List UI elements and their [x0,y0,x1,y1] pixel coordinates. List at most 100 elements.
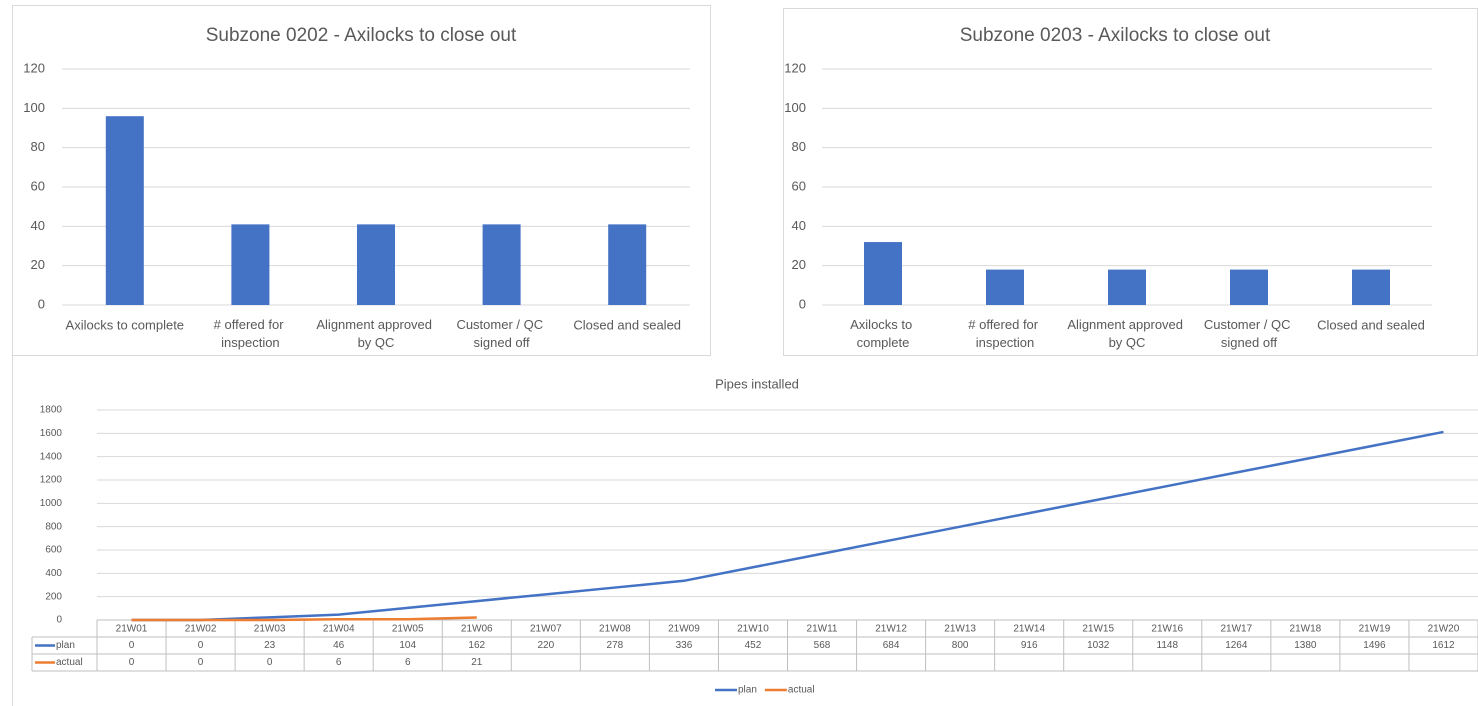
x-tick-label: 21W12 [875,624,907,635]
table-value: 568 [814,640,831,651]
chart-title: Subzone 0202 - Axilocks to close out [206,25,517,46]
legend-label: plan [56,640,75,651]
y-tick-label: 120 [23,60,45,75]
table-value: 0 [267,657,273,668]
y-tick-label: 40 [792,218,806,233]
table-value: 1264 [1225,640,1248,651]
x-tick-label: 21W03 [254,624,286,635]
y-tick-label: 20 [31,257,45,272]
y-tick-label: 0 [38,296,45,311]
bar [482,224,521,305]
table-value: 0 [198,640,204,651]
y-tick-label: 100 [784,100,806,115]
y-tick-label: 60 [792,178,806,193]
y-tick-label: 1600 [40,428,63,439]
x-tick-label: Alignment approved by QC [316,317,435,350]
table-value: 104 [399,640,416,651]
table-value: 220 [537,640,554,651]
x-tick-label: 21W14 [1013,624,1045,635]
table-value: 0 [198,657,204,668]
bar [1230,269,1268,305]
y-tick-label: 1400 [40,451,63,462]
table-value: 916 [1021,640,1038,651]
table-value: 46 [333,640,345,651]
x-tick-label: 21W17 [1220,624,1252,635]
table-value: 6 [336,657,342,668]
y-tick-label: 0 [56,615,62,626]
x-tick-label: 21W16 [1151,624,1183,635]
bar [1352,269,1390,305]
table-value: 162 [468,640,485,651]
y-tick-label: 1800 [40,405,63,416]
chart-title: Subzone 0203 - Axilocks to close out [960,25,1271,46]
y-tick-label: 20 [792,257,806,272]
bar [864,242,902,305]
x-tick-label: Alignment approved by QC [1067,317,1186,350]
x-tick-label: 21W18 [1290,624,1322,635]
x-tick-label: # offered for inspection [968,317,1041,350]
x-tick-label: 21W20 [1428,624,1460,635]
table-value: 278 [607,640,624,651]
table-value: 1496 [1363,640,1386,651]
x-tick-label: 21W05 [392,624,424,635]
table-value: 1148 [1157,640,1179,651]
x-tick-label: 21W06 [461,624,493,635]
y-tick-label: 80 [31,139,45,154]
table-value: 800 [952,640,969,651]
x-tick-label: Closed and sealed [1317,317,1425,332]
y-tick-label: 800 [45,521,62,532]
table-value: 684 [883,640,900,651]
bar [986,269,1024,305]
chart-title: Pipes installed [715,376,799,391]
table-value: 1612 [1432,640,1455,651]
x-tick-label: 21W02 [185,624,217,635]
y-tick-label: 1000 [40,498,63,509]
table-value: 21 [471,657,483,668]
x-tick-label: 21W13 [944,624,976,635]
x-tick-label: 21W15 [1082,624,1114,635]
x-tick-label: Customer / QC signed off [456,317,546,350]
y-tick-label: 200 [45,591,62,602]
x-tick-label: Closed and sealed [573,317,681,332]
y-tick-label: 60 [31,178,45,193]
x-tick-label: 21W19 [1359,624,1391,635]
y-tick-label: 0 [799,296,806,311]
x-tick-label: Axilocks to complete [66,317,185,332]
x-tick-label: 21W01 [116,624,148,635]
bar [231,224,270,305]
y-tick-label: 1200 [40,475,63,486]
table-value: 6 [405,657,411,668]
line [131,616,477,622]
bar [608,224,647,305]
x-tick-label: 21W09 [668,624,700,635]
bar [357,224,395,305]
table-value: 0 [129,640,135,651]
x-tick-label: Axilocks to complete [850,317,916,350]
legend-label: actual [788,685,815,696]
y-tick-label: 600 [45,545,62,556]
x-tick-label: 21W08 [599,624,631,635]
y-tick-label: 400 [45,568,62,579]
line [131,430,1444,622]
x-tick-label: 21W11 [807,624,838,635]
table-value: 1380 [1294,640,1317,651]
legend-label: plan [738,685,757,696]
x-tick-label: 21W10 [737,624,769,635]
x-tick-label: 21W04 [323,624,355,635]
x-tick-label: 21W07 [530,624,562,635]
y-tick-label: 40 [31,218,45,233]
table-value: 452 [745,640,762,651]
y-tick-label: 80 [792,139,806,154]
legend-label: actual [56,657,83,668]
table-value: 336 [676,640,693,651]
x-tick-label: # offered for inspection [214,317,287,350]
bar [105,116,144,305]
x-tick-label: Customer / QC signed off [1204,317,1294,350]
bar [1108,269,1146,305]
table-value: 23 [264,640,276,651]
y-tick-label: 100 [23,100,45,115]
table-value: 1032 [1087,640,1110,651]
table-value: 0 [129,657,135,668]
y-tick-label: 120 [784,60,806,75]
